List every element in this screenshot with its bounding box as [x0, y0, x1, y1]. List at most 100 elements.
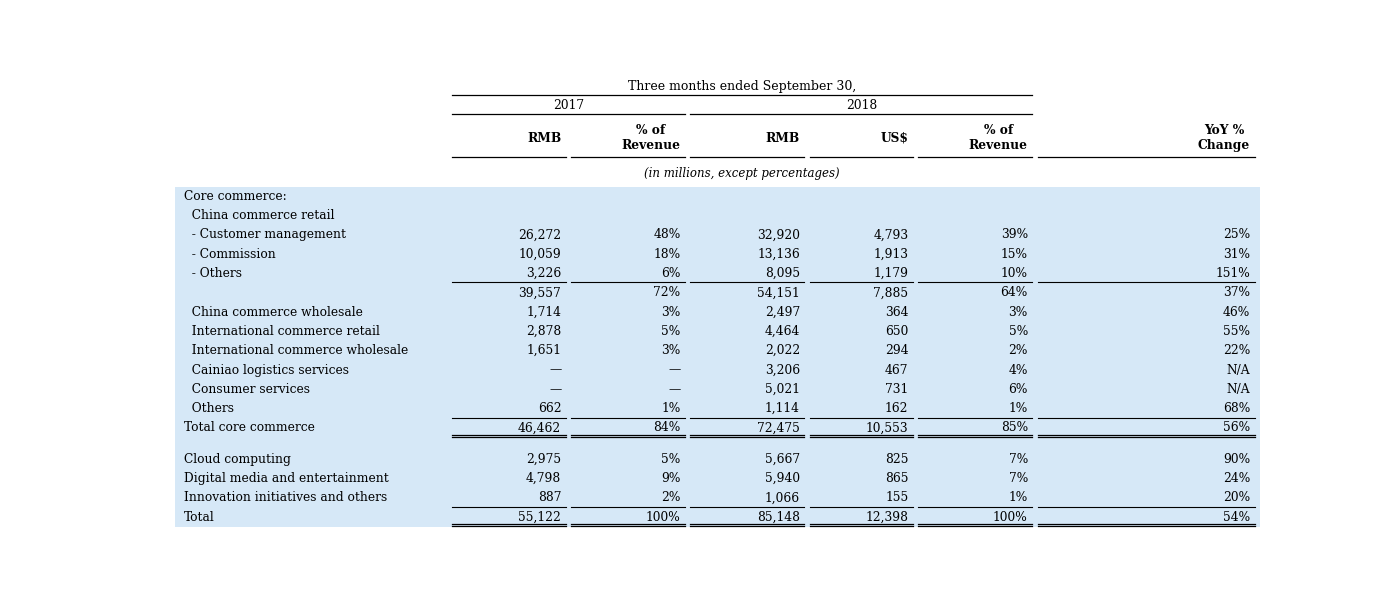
Text: 2%: 2%: [1008, 344, 1028, 357]
Text: Total core commerce: Total core commerce: [183, 421, 315, 435]
Text: 100%: 100%: [993, 510, 1028, 524]
Text: 1,714: 1,714: [526, 306, 561, 319]
Text: 3%: 3%: [661, 306, 680, 319]
Text: 1%: 1%: [1008, 402, 1028, 415]
Text: 865: 865: [885, 472, 909, 485]
Text: 24%: 24%: [1224, 472, 1250, 485]
Text: % of
Revenue: % of Revenue: [622, 124, 680, 152]
Text: —: —: [549, 364, 561, 377]
Text: 1%: 1%: [1008, 491, 1028, 504]
Text: 64%: 64%: [1001, 287, 1028, 299]
Text: 151%: 151%: [1215, 267, 1250, 280]
Text: 2017: 2017: [553, 99, 584, 112]
Text: 4,798: 4,798: [526, 472, 561, 485]
Text: 10,059: 10,059: [518, 248, 561, 261]
Text: 467: 467: [885, 364, 909, 377]
Text: 825: 825: [885, 453, 909, 466]
Text: 3%: 3%: [661, 344, 680, 357]
Text: - Others: - Others: [183, 267, 242, 280]
Text: 18%: 18%: [654, 248, 680, 261]
Text: 85%: 85%: [1001, 421, 1028, 435]
Text: Core commerce:: Core commerce:: [183, 190, 287, 203]
Text: 3,206: 3,206: [764, 364, 799, 377]
Text: Others: Others: [183, 402, 234, 415]
Text: 10,553: 10,553: [865, 421, 909, 435]
Text: 85,148: 85,148: [757, 510, 799, 524]
Text: 5,940: 5,940: [764, 472, 799, 485]
Text: 155: 155: [885, 491, 909, 504]
Text: 1,114: 1,114: [764, 402, 799, 415]
Bar: [175, 76, 1260, 187]
Text: 2%: 2%: [661, 491, 680, 504]
Text: RMB: RMB: [766, 131, 799, 144]
Text: 39,557: 39,557: [518, 287, 561, 299]
Text: 1,651: 1,651: [526, 344, 561, 357]
Text: Consumer services: Consumer services: [183, 383, 309, 396]
Text: —: —: [668, 364, 680, 377]
Text: 12,398: 12,398: [865, 510, 909, 524]
Text: 7%: 7%: [1008, 453, 1028, 466]
Text: N/A: N/A: [1226, 364, 1250, 377]
Text: 1%: 1%: [661, 402, 680, 415]
Text: 294: 294: [885, 344, 909, 357]
Text: 5%: 5%: [1008, 325, 1028, 338]
Text: 20%: 20%: [1224, 491, 1250, 504]
Text: 5%: 5%: [661, 453, 680, 466]
Text: 54%: 54%: [1224, 510, 1250, 524]
Text: 39%: 39%: [1001, 229, 1028, 241]
Text: US$: US$: [881, 131, 909, 144]
Text: 3%: 3%: [1008, 306, 1028, 319]
Text: 2,878: 2,878: [526, 325, 561, 338]
Text: 26,272: 26,272: [518, 229, 561, 241]
Text: 100%: 100%: [645, 510, 680, 524]
Text: 55,122: 55,122: [518, 510, 561, 524]
Text: 5,021: 5,021: [764, 383, 799, 396]
Text: 84%: 84%: [654, 421, 680, 435]
Text: (in millions, except percentages): (in millions, except percentages): [644, 167, 840, 180]
Text: 650: 650: [885, 325, 909, 338]
Text: 56%: 56%: [1224, 421, 1250, 435]
Text: 54,151: 54,151: [757, 287, 799, 299]
Text: 1,913: 1,913: [874, 248, 909, 261]
Text: 25%: 25%: [1224, 229, 1250, 241]
Text: 2,022: 2,022: [764, 344, 799, 357]
Text: % of
Revenue: % of Revenue: [969, 124, 1028, 152]
Text: 1,179: 1,179: [874, 267, 909, 280]
Text: International commerce wholesale: International commerce wholesale: [183, 344, 407, 357]
Text: 662: 662: [538, 402, 561, 415]
Text: 8,095: 8,095: [764, 267, 799, 280]
Text: - Customer management: - Customer management: [183, 229, 346, 241]
Text: 72,475: 72,475: [757, 421, 799, 435]
Text: —: —: [668, 383, 680, 396]
Text: Digital media and entertainment: Digital media and entertainment: [183, 472, 388, 485]
Text: 31%: 31%: [1224, 248, 1250, 261]
Text: 2018: 2018: [846, 99, 876, 112]
Text: —: —: [549, 383, 561, 396]
Bar: [175, 187, 1260, 527]
Text: 3,226: 3,226: [526, 267, 561, 280]
Text: 10%: 10%: [1001, 267, 1028, 280]
Text: 72%: 72%: [654, 287, 680, 299]
Text: China commerce wholesale: China commerce wholesale: [183, 306, 363, 319]
Text: 1,066: 1,066: [764, 491, 799, 504]
Text: 731: 731: [885, 383, 909, 396]
Text: Cainiao logistics services: Cainiao logistics services: [183, 364, 349, 377]
Text: 46%: 46%: [1224, 306, 1250, 319]
Text: 90%: 90%: [1224, 453, 1250, 466]
Text: 13,136: 13,136: [757, 248, 799, 261]
Text: 7,885: 7,885: [874, 287, 909, 299]
Text: 4%: 4%: [1008, 364, 1028, 377]
Text: - Commission: - Commission: [183, 248, 276, 261]
Text: 2,975: 2,975: [526, 453, 561, 466]
Text: 6%: 6%: [1008, 383, 1028, 396]
Text: 48%: 48%: [654, 229, 680, 241]
Text: 32,920: 32,920: [757, 229, 799, 241]
Text: 2,497: 2,497: [764, 306, 799, 319]
Text: 162: 162: [885, 402, 909, 415]
Text: 7%: 7%: [1008, 472, 1028, 485]
Text: Innovation initiatives and others: Innovation initiatives and others: [183, 491, 386, 504]
Text: 68%: 68%: [1224, 402, 1250, 415]
Text: 887: 887: [538, 491, 561, 504]
Text: 9%: 9%: [661, 472, 680, 485]
Text: Total: Total: [183, 510, 214, 524]
